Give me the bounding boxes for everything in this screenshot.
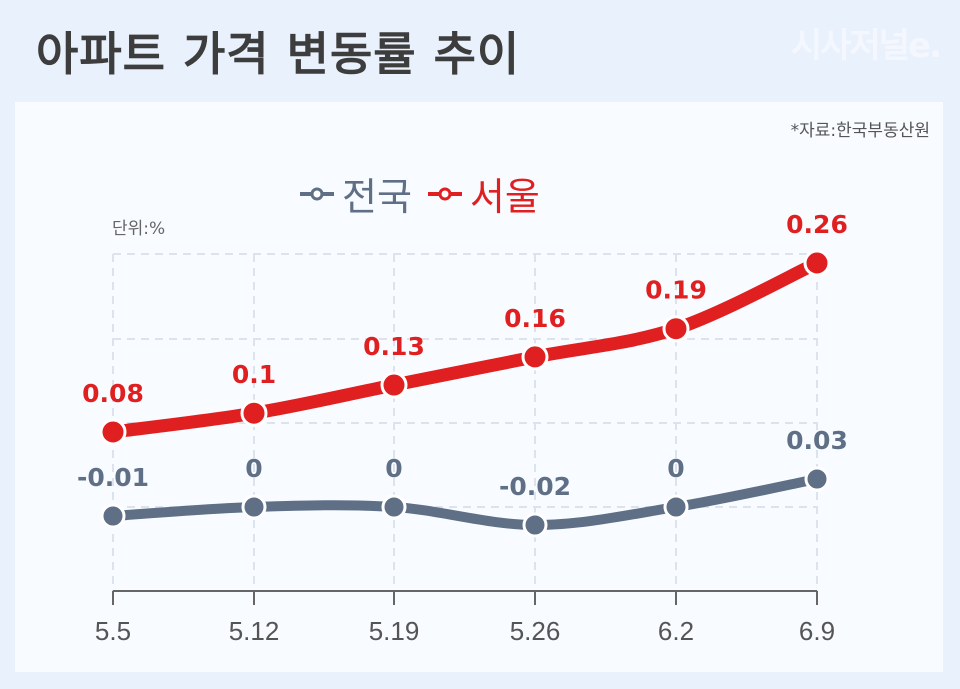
legend-marker-icon bbox=[427, 186, 462, 202]
data-point bbox=[522, 512, 548, 538]
data-label: 0 bbox=[245, 454, 262, 483]
data-point bbox=[804, 466, 830, 492]
legend: 전국 서울 bbox=[300, 166, 540, 221]
data-label: 0.19 bbox=[645, 276, 707, 305]
data-point bbox=[381, 494, 407, 520]
chart-card bbox=[15, 102, 943, 672]
legend-item-seoul: 서울 bbox=[427, 166, 540, 221]
data-label: -0.01 bbox=[77, 463, 149, 492]
data-label: -0.02 bbox=[499, 472, 571, 501]
page-title: 아파트 가격 변동률 추이 bbox=[36, 27, 521, 81]
legend-label: 전국 bbox=[342, 175, 412, 219]
data-label: 0.26 bbox=[786, 210, 848, 239]
data-point bbox=[662, 315, 690, 343]
data-label: 0 bbox=[385, 454, 402, 483]
x-tick-label: 5.26 bbox=[510, 616, 561, 646]
legend-label: 서울 bbox=[469, 175, 540, 219]
data-point bbox=[803, 249, 831, 277]
x-tick-label: 6.9 bbox=[799, 616, 835, 646]
data-point bbox=[240, 399, 268, 427]
series-seoul: 0.08 0.1 0.13 0.16 0.19 0.26 bbox=[82, 210, 848, 446]
x-axis: 5.5 5.12 5.19 5.26 6.2 6.9 bbox=[95, 590, 835, 646]
data-point bbox=[380, 371, 408, 399]
x-tick-label: 5.12 bbox=[229, 616, 280, 646]
data-label: 0.08 bbox=[82, 379, 144, 408]
data-label: 0.03 bbox=[786, 426, 848, 455]
brand-logo: 시사저널e. bbox=[790, 26, 942, 66]
source-note: *자료:한국부동산원 bbox=[790, 121, 930, 141]
x-tick-label: 6.2 bbox=[658, 616, 694, 646]
series-national: -0.01 0 0 -0.02 0 0.03 bbox=[77, 426, 848, 538]
data-label: 0.1 bbox=[232, 360, 276, 389]
data-point bbox=[521, 343, 549, 371]
data-label: 0.16 bbox=[504, 304, 566, 333]
data-point bbox=[663, 494, 689, 520]
data-label: 0 bbox=[667, 454, 684, 483]
legend-marker-icon bbox=[300, 186, 334, 202]
data-point bbox=[99, 418, 127, 446]
data-point bbox=[100, 503, 126, 529]
data-point bbox=[241, 494, 267, 520]
x-tick-label: 5.19 bbox=[369, 616, 420, 646]
legend-item-national: 전국 bbox=[300, 166, 412, 221]
x-tick-label: 5.5 bbox=[95, 616, 131, 646]
data-label: 0.13 bbox=[363, 332, 425, 361]
unit-label: 단위:% bbox=[112, 219, 166, 239]
